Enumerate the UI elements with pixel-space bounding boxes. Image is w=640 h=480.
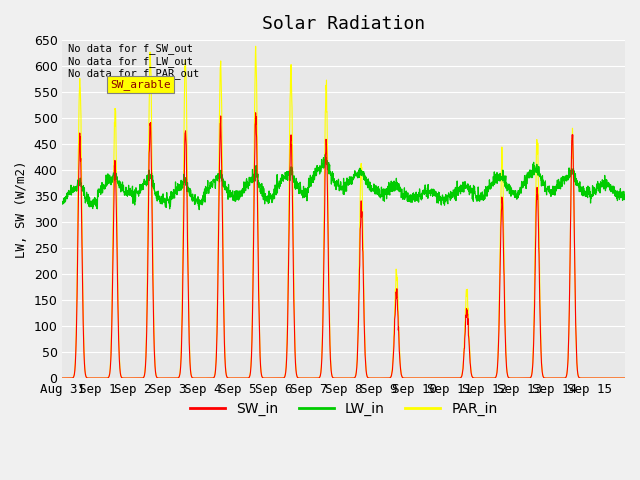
Title: Solar Radiation: Solar Radiation bbox=[262, 15, 425, 33]
Text: SW_arable: SW_arable bbox=[110, 79, 171, 90]
Y-axis label: LW, SW (W/m2): LW, SW (W/m2) bbox=[15, 160, 28, 258]
Legend: SW_in, LW_in, PAR_in: SW_in, LW_in, PAR_in bbox=[184, 396, 503, 422]
Text: No data for f_SW_out
No data for f_LW_out
No data for f_PAR_out: No data for f_SW_out No data for f_LW_ou… bbox=[68, 44, 199, 79]
